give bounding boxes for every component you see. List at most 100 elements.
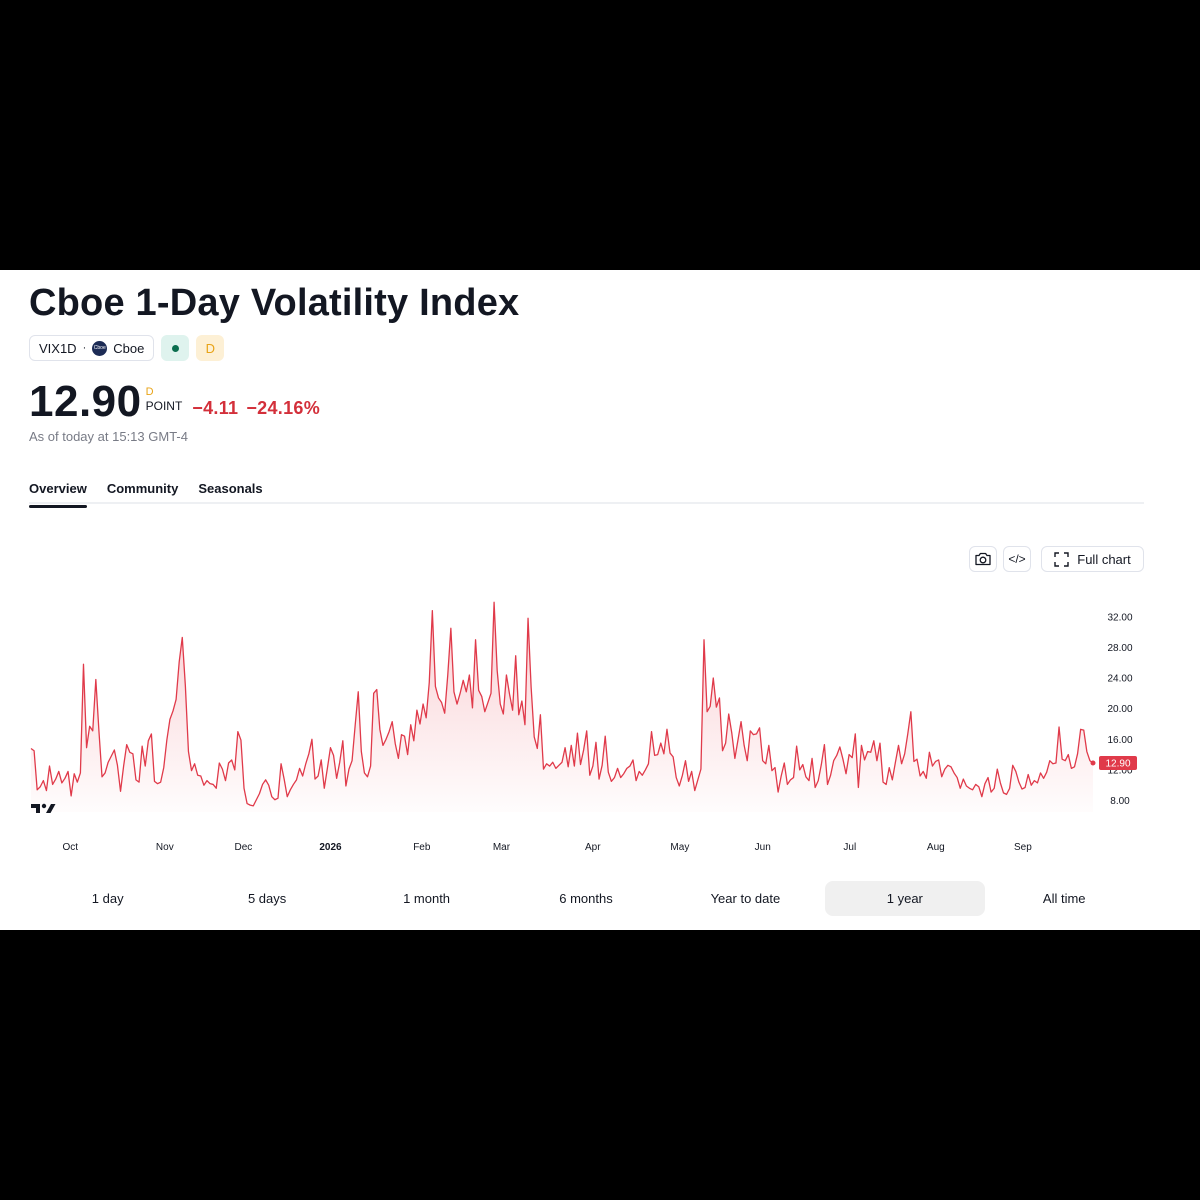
tab-community[interactable]: Community xyxy=(106,481,179,496)
range-1-day[interactable]: 1 day xyxy=(91,891,124,906)
x-tick-label: May xyxy=(670,842,689,853)
data-point xyxy=(228,762,229,763)
change-percent: −24.16% xyxy=(246,398,321,418)
symbol-chip[interactable]: VIX1D · Cboe Cboe xyxy=(29,335,155,361)
data-point xyxy=(839,746,840,747)
data-point xyxy=(537,748,538,749)
data-point xyxy=(1080,729,1081,730)
data-point xyxy=(592,765,593,766)
range-5-days[interactable]: 5 days xyxy=(247,891,287,906)
data-point xyxy=(623,773,624,774)
data-point xyxy=(487,702,488,703)
data-point xyxy=(172,710,173,711)
market-status-badge[interactable] xyxy=(161,335,190,361)
price-chart[interactable]: 8.00 12.00 16.00 20.00 24.00 28.00 32.00 Oct No… xyxy=(0,580,1200,870)
data-point xyxy=(818,780,819,781)
data-point xyxy=(268,785,269,786)
data-point xyxy=(1090,760,1096,766)
data-point xyxy=(518,714,519,715)
data-point xyxy=(1012,765,1013,766)
data-point xyxy=(666,729,667,730)
data-point xyxy=(426,717,427,718)
data-point xyxy=(478,690,479,691)
data-point xyxy=(778,792,779,793)
data-point xyxy=(867,751,868,752)
range-6-months[interactable]: 6 months xyxy=(559,891,613,906)
data-point xyxy=(222,769,223,770)
data-point xyxy=(568,766,569,767)
data-point xyxy=(620,777,621,778)
data-point xyxy=(416,710,417,711)
data-point xyxy=(225,780,226,781)
data-point xyxy=(561,762,562,763)
data-point xyxy=(861,745,862,746)
data-point xyxy=(864,759,865,760)
range-all-time[interactable]: All time xyxy=(1042,891,1086,906)
data-point xyxy=(188,751,189,752)
data-point xyxy=(305,763,306,764)
range-1-year[interactable]: 1 year xyxy=(825,881,985,916)
data-point xyxy=(926,778,927,779)
data-point xyxy=(92,730,93,731)
data-point xyxy=(157,783,158,784)
data-point xyxy=(679,785,680,786)
y-tick-label: 32.00 xyxy=(1107,612,1132,623)
range-year-to-date[interactable]: Year to date xyxy=(710,891,781,906)
data-point xyxy=(605,736,606,737)
x-tick-label: Mar xyxy=(493,842,511,853)
symbol-ticker: VIX1D xyxy=(39,340,77,356)
data-point xyxy=(503,713,504,714)
data-point xyxy=(460,693,461,694)
data-point xyxy=(639,771,640,772)
data-point xyxy=(318,775,319,776)
data-point xyxy=(1003,792,1004,793)
data-point xyxy=(200,775,201,776)
x-tick-label: Dec xyxy=(235,842,253,853)
data-point xyxy=(1000,782,1001,783)
data-point xyxy=(543,769,544,770)
series-points xyxy=(52,628,1096,806)
data-point xyxy=(64,778,65,779)
data-point xyxy=(920,775,921,776)
data-point xyxy=(842,759,843,760)
last-price: 12.90 xyxy=(29,377,142,426)
data-point xyxy=(1052,763,1053,764)
range-1-month[interactable]: 1 month xyxy=(403,891,451,906)
data-point xyxy=(176,699,177,700)
data-point xyxy=(389,731,390,732)
data-point xyxy=(963,778,964,779)
data-point xyxy=(52,784,53,785)
embed-button[interactable]: </> xyxy=(1003,546,1031,572)
delay-badge[interactable]: D xyxy=(196,335,225,361)
data-point xyxy=(490,693,491,694)
tab-seasonals[interactable]: Seasonals xyxy=(198,481,263,496)
data-point xyxy=(407,754,408,755)
data-point xyxy=(1083,729,1084,730)
data-point xyxy=(253,805,254,806)
data-point xyxy=(703,639,704,640)
data-point xyxy=(256,799,257,800)
data-point xyxy=(827,784,828,785)
tab-overview[interactable]: Overview xyxy=(29,481,87,508)
data-point xyxy=(450,628,451,629)
data-point xyxy=(617,768,618,769)
data-point xyxy=(626,768,627,769)
data-point xyxy=(126,744,127,745)
data-point xyxy=(290,789,291,790)
data-point xyxy=(296,779,297,780)
data-point xyxy=(89,726,90,727)
data-point xyxy=(521,700,522,701)
data-point xyxy=(830,775,831,776)
data-point xyxy=(1040,772,1041,773)
data-point xyxy=(886,784,887,785)
snapshot-button[interactable] xyxy=(969,546,997,572)
data-point xyxy=(892,779,893,780)
tab-bar: Overview Community Seasonals xyxy=(29,481,263,508)
data-point xyxy=(114,749,115,750)
data-point xyxy=(120,791,121,792)
symbol-separator: · xyxy=(82,342,87,354)
full-chart-button[interactable]: Full chart xyxy=(1041,546,1144,572)
data-point xyxy=(642,775,643,776)
price-unit-block: D POINT xyxy=(146,386,183,414)
data-point xyxy=(932,765,933,766)
